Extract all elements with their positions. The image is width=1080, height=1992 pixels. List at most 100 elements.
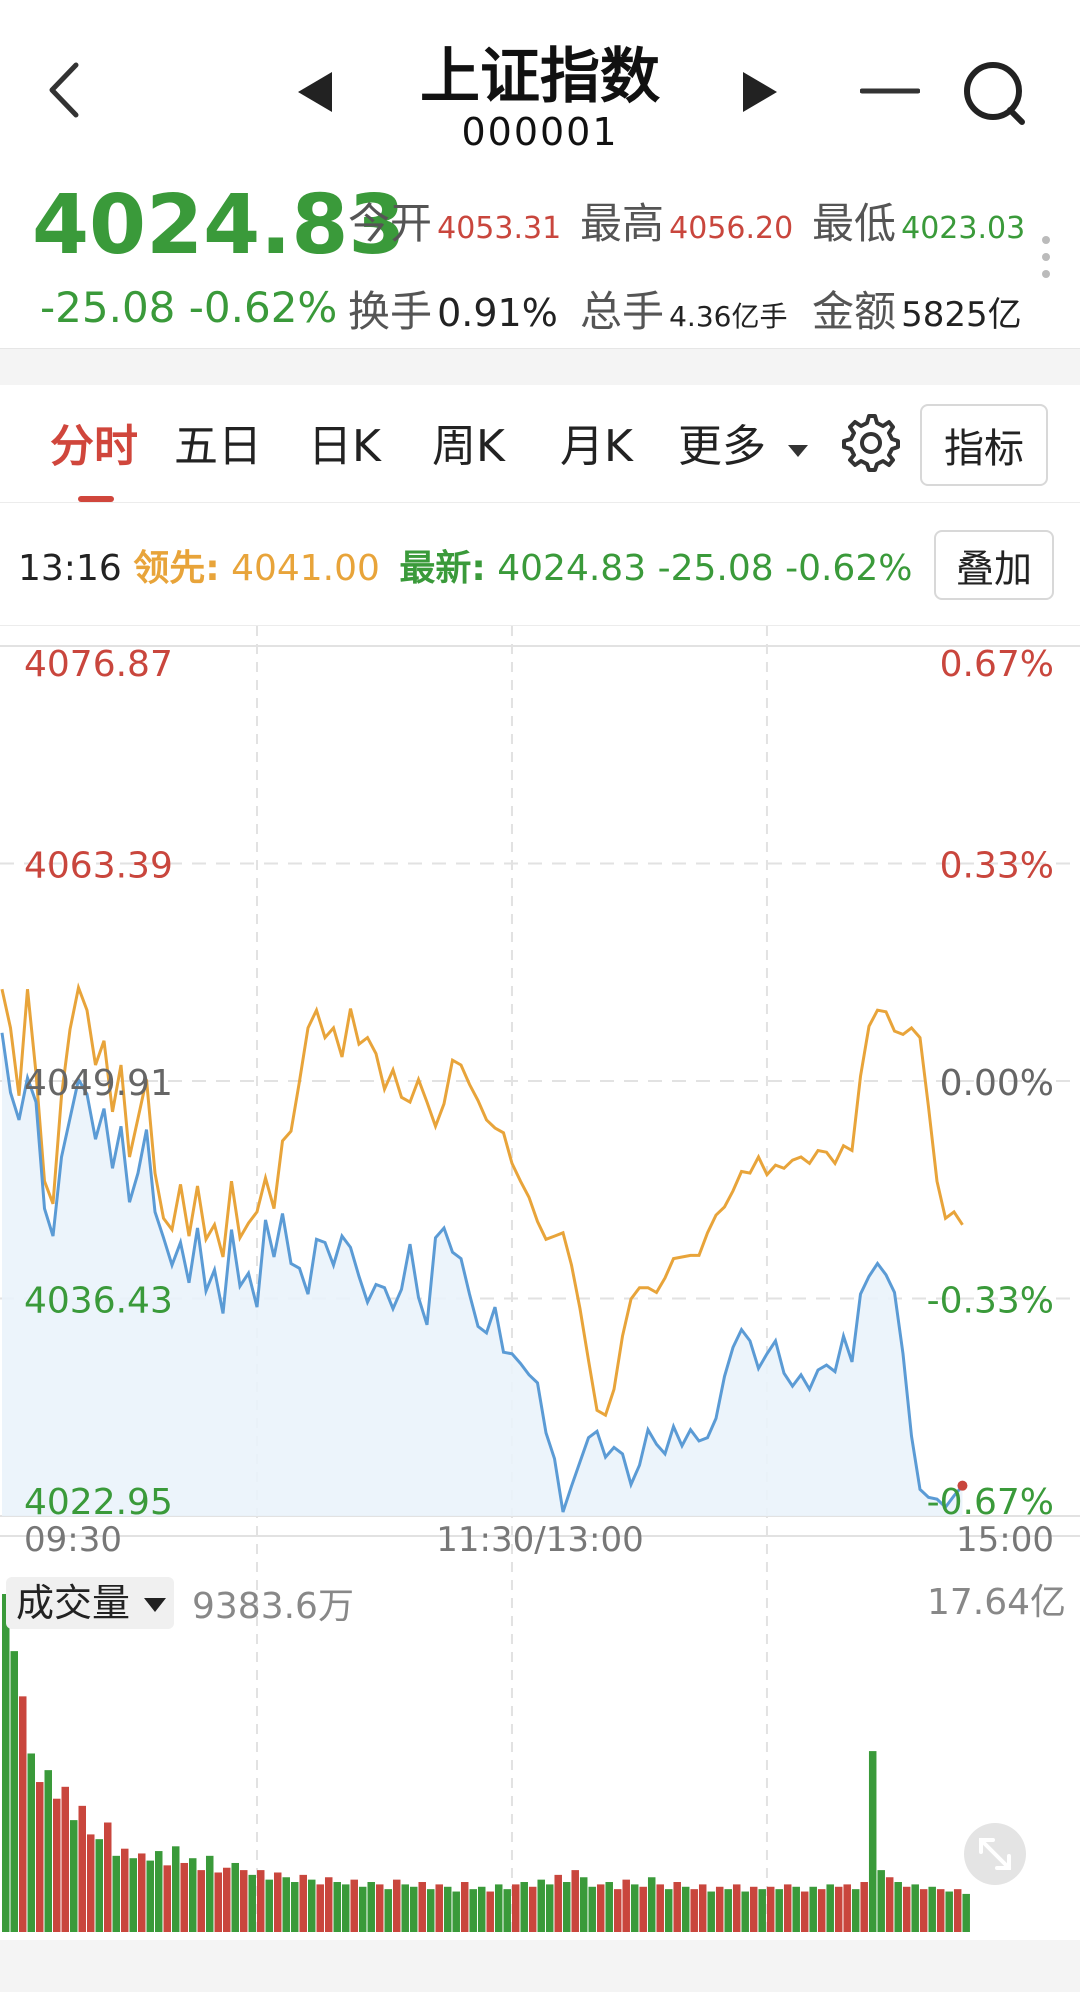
stat-value: 4.36亿手: [669, 300, 788, 333]
tab-monthly-k[interactable]: 月K: [560, 421, 633, 472]
volume-bar: [69, 1820, 78, 1932]
volume-bar: [800, 1891, 809, 1932]
crosshair-info: 13:16 领先: 4041.00 最新: 4024.83 -25.08 -0.…: [18, 539, 912, 591]
tab-five-day[interactable]: 五日: [174, 421, 262, 472]
volume-bar: [528, 1886, 537, 1932]
volume-selector-bg[interactable]: [6, 1577, 174, 1629]
minus-icon: [859, 88, 921, 94]
price-line: [0, 1032, 964, 1513]
indicator-button[interactable]: 指标: [920, 404, 1048, 486]
tab-weekly-k[interactable]: 周K: [432, 421, 505, 472]
price-change: -25.08 -0.62%: [40, 283, 337, 332]
volume-bar: [418, 1882, 426, 1932]
volume-bar: [732, 1884, 741, 1932]
latest-value: 4024.83: [497, 548, 647, 589]
volume-bar: [112, 1855, 120, 1932]
more-options-button[interactable]: [1036, 232, 1056, 282]
minus-button[interactable]: [859, 68, 921, 114]
triangle-left-icon: [298, 72, 332, 112]
volume-bar: [129, 1858, 137, 1932]
caret-down-icon: [144, 1598, 166, 1612]
volume-bar: [817, 1889, 826, 1932]
volume-bar: [307, 1879, 316, 1932]
lead-line: [0, 982, 964, 1418]
volume-bar: [834, 1886, 843, 1932]
volume-bar: [724, 1889, 732, 1932]
stat-label: 总手: [580, 287, 665, 336]
y-tick-right: -0.33%: [927, 1281, 1054, 1322]
search-button[interactable]: [960, 58, 1030, 128]
volume-bar: [375, 1884, 384, 1932]
volume-bar: [928, 1886, 936, 1932]
lead-label: 领先:: [133, 548, 220, 589]
volume-bar: [647, 1877, 656, 1932]
tab-intraday[interactable]: 分时: [50, 421, 138, 472]
volume-bar: [656, 1884, 664, 1932]
volume-bar: [205, 1855, 214, 1932]
stat-label: 换手: [348, 287, 433, 336]
stat-value: 4053.31: [437, 211, 562, 246]
volume-bar: [265, 1879, 273, 1932]
volume-bar: [426, 1889, 435, 1932]
volume-bar: [860, 1882, 868, 1932]
volume-current: 9383.6万: [192, 1586, 354, 1627]
y-tick-left: 4022.95: [24, 1482, 173, 1523]
intraday-chart[interactable]: 4076.87 4063.39 4049.91 4036.43 4022.95 0.67…: [0, 626, 1080, 1936]
volume-bar: [809, 1886, 817, 1932]
next-stock-button[interactable]: [735, 62, 785, 122]
volume-bars: [2, 1594, 970, 1932]
volume-bar: [171, 1846, 180, 1932]
volume-bar: [486, 1891, 494, 1932]
current-price: 4024.83: [32, 178, 406, 273]
volume-bar: [460, 1882, 469, 1932]
stat-label: 最高: [580, 199, 665, 248]
y-tick-left: 4036.43: [24, 1281, 173, 1322]
back-button[interactable]: [40, 55, 90, 125]
stat-label: 金额: [812, 287, 897, 336]
fullscreen-button[interactable]: [964, 1823, 1026, 1885]
volume-bar: [885, 1877, 894, 1932]
volume-bar: [681, 1886, 690, 1932]
prev-stock-button[interactable]: [290, 62, 340, 122]
y-tick-left: 4063.39: [24, 846, 173, 887]
stat-low: 最低 4023.03: [812, 190, 1025, 251]
volume-bar: [239, 1870, 248, 1932]
overlay-button[interactable]: 叠加: [934, 530, 1054, 600]
volume-bar: [401, 1884, 409, 1932]
volume-bar: [316, 1884, 324, 1932]
expand-icon: [979, 1838, 1011, 1870]
volume-bar: [537, 1879, 545, 1932]
volume-bar: [333, 1882, 341, 1932]
volume-bar: [282, 1877, 290, 1932]
volume-bar: [27, 1753, 35, 1932]
volume-bar: [562, 1882, 571, 1932]
y-tick-left: 4049.91: [24, 1063, 173, 1104]
volume-bar: [137, 1853, 146, 1932]
volume-bar: [707, 1891, 715, 1932]
latest-label: 最新:: [399, 548, 486, 589]
stat-value: 4023.03: [901, 211, 1026, 246]
volume-bar: [222, 1867, 231, 1932]
volume-bar: [877, 1870, 885, 1932]
volume-label[interactable]: 成交量: [16, 1581, 130, 1625]
volume-bar: [843, 1884, 851, 1932]
volume-bar: [477, 1886, 486, 1932]
stat-label: 今开: [348, 199, 433, 248]
volume-bar: [698, 1884, 707, 1932]
volume-bar: [188, 1858, 197, 1932]
tab-more[interactable]: 更多: [678, 410, 810, 474]
volume-bar: [120, 1848, 129, 1932]
chart-settings-button[interactable]: [838, 410, 904, 476]
tab-daily-k[interactable]: 日K: [308, 421, 381, 472]
stat-label: 最低: [812, 199, 897, 248]
y-axis-right-labels: 0.67% 0.33% 0.00% -0.33% -0.67%: [927, 644, 1054, 1523]
volume-bar: [358, 1886, 367, 1932]
volume-bar: [596, 1884, 605, 1932]
volume-bar: [256, 1870, 265, 1932]
volume-bar: [324, 1877, 333, 1932]
volume-bar: [775, 1889, 783, 1932]
volume-bar: [95, 1839, 103, 1932]
volume-bar: [613, 1889, 622, 1932]
volume-bar: [248, 1874, 256, 1932]
y-tick-right: 0.00%: [940, 1063, 1054, 1104]
